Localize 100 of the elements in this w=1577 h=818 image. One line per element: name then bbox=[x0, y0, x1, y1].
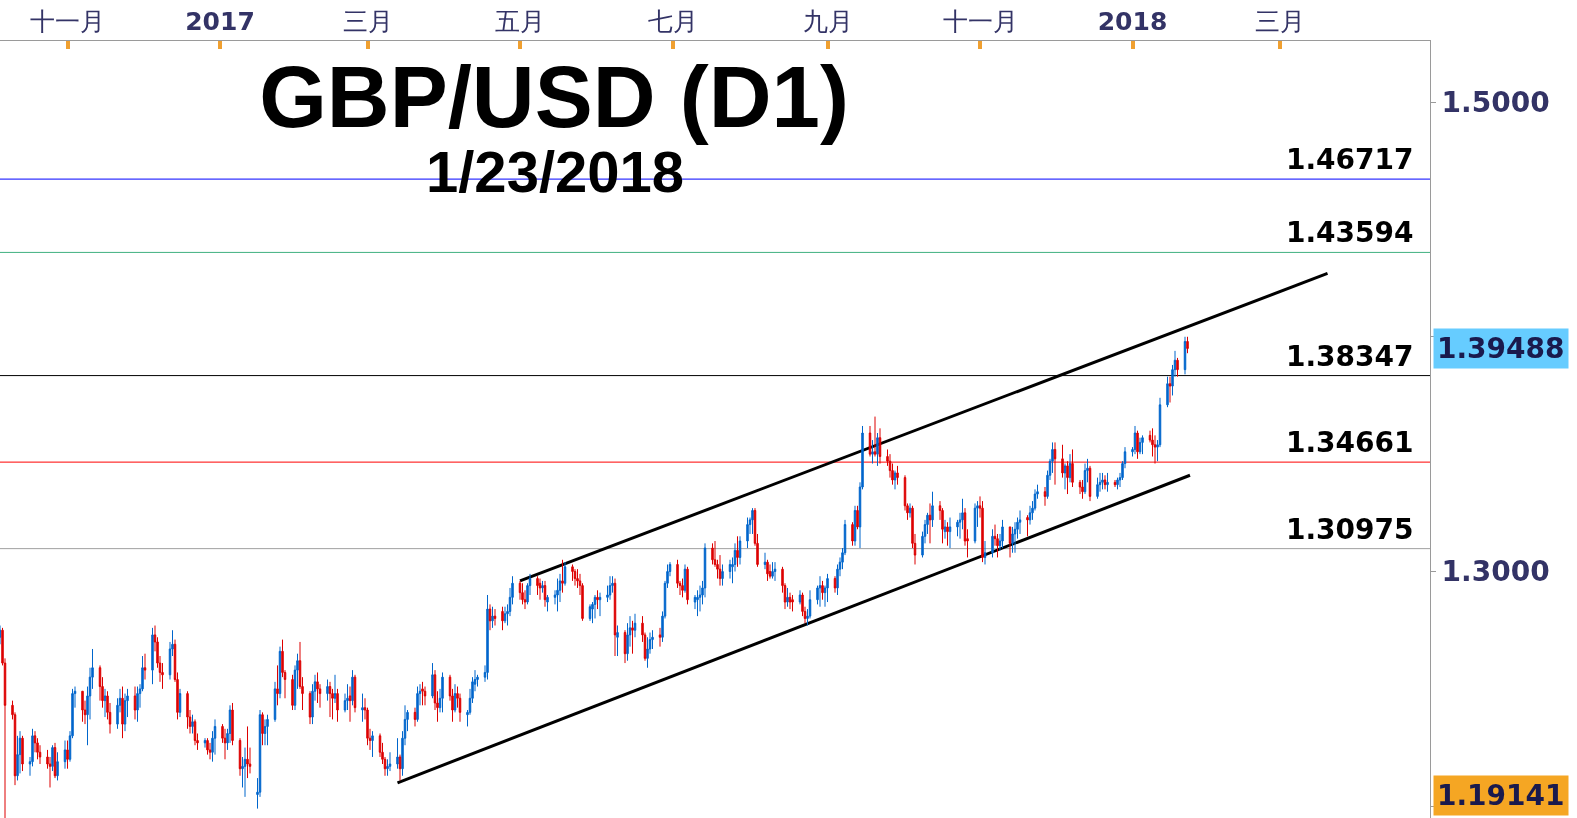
candlestick bbox=[1116, 477, 1119, 490]
x-tick-label: 五月 bbox=[495, 7, 545, 36]
candlestick bbox=[328, 681, 332, 718]
candlestick bbox=[768, 563, 772, 580]
candlestick bbox=[728, 559, 732, 580]
candlestick bbox=[773, 561, 777, 582]
candlestick bbox=[878, 427, 882, 465]
candlestick bbox=[273, 681, 277, 723]
chart-title: GBP/USD (D1) bbox=[259, 48, 849, 146]
candlestick bbox=[1088, 465, 1092, 502]
candlestick bbox=[791, 594, 794, 612]
candlestick bbox=[206, 737, 209, 756]
candlestick bbox=[1061, 444, 1064, 479]
candlestick bbox=[943, 519, 947, 540]
candlestick bbox=[208, 742, 212, 760]
candlestick bbox=[476, 674, 479, 688]
candlestick bbox=[243, 747, 247, 798]
candlestick bbox=[493, 608, 497, 627]
candlestick bbox=[1071, 448, 1074, 488]
candlestick bbox=[541, 580, 544, 594]
candlestick bbox=[538, 578, 542, 601]
ref-line-label: 1.38347 bbox=[1286, 340, 1414, 373]
candlestick bbox=[501, 606, 504, 631]
candlestick bbox=[1166, 376, 1169, 408]
candlestick bbox=[1018, 509, 1022, 535]
candlestick bbox=[683, 563, 687, 594]
x-tick-label: 十一月 bbox=[942, 7, 1018, 36]
candlestick bbox=[1026, 514, 1029, 537]
candlestick bbox=[1028, 505, 1032, 526]
candlestick bbox=[431, 662, 434, 699]
candlestick bbox=[203, 737, 207, 749]
candlestick bbox=[16, 735, 19, 781]
candlestick bbox=[53, 742, 57, 779]
candlestick bbox=[1083, 463, 1087, 495]
candlestick bbox=[746, 517, 749, 549]
candlestick bbox=[413, 707, 417, 727]
candlestick bbox=[608, 575, 612, 601]
candlestick bbox=[278, 646, 282, 699]
candlestick bbox=[613, 578, 617, 657]
candlestick bbox=[763, 552, 767, 570]
candlestick bbox=[946, 521, 949, 547]
candlestick bbox=[766, 559, 769, 582]
candlestick bbox=[698, 585, 702, 612]
candlestick bbox=[631, 620, 634, 655]
candlestick bbox=[316, 671, 319, 704]
candlestick bbox=[798, 589, 802, 605]
candlestick bbox=[718, 554, 722, 587]
candlestick bbox=[561, 559, 564, 594]
candlestick bbox=[1176, 357, 1179, 378]
candlestick bbox=[658, 627, 662, 648]
candlestick bbox=[1078, 479, 1082, 495]
candlestick bbox=[123, 693, 127, 732]
candlestick bbox=[696, 589, 699, 617]
candlestick bbox=[681, 578, 684, 598]
candlestick bbox=[346, 683, 349, 711]
candlestick bbox=[588, 603, 592, 622]
candlestick bbox=[543, 580, 547, 608]
candlestick bbox=[333, 674, 337, 704]
candlestick bbox=[348, 686, 352, 723]
candlestick bbox=[396, 737, 399, 770]
candlestick bbox=[633, 613, 637, 638]
candlestick bbox=[191, 714, 194, 734]
candlestick bbox=[1183, 336, 1187, 375]
candlestick bbox=[151, 627, 154, 685]
candlestick bbox=[1053, 441, 1057, 486]
candlestick bbox=[1043, 486, 1047, 507]
candlestick bbox=[1101, 472, 1104, 490]
candlestick bbox=[771, 561, 774, 580]
text: 1.39488 bbox=[1437, 332, 1565, 365]
candlestick bbox=[1106, 472, 1109, 493]
candlestick bbox=[416, 686, 419, 723]
candlestick bbox=[873, 416, 877, 457]
candlestick bbox=[361, 693, 364, 723]
candlestick bbox=[893, 470, 897, 490]
candlestick bbox=[63, 740, 67, 770]
candlestick bbox=[186, 690, 189, 730]
candlestick bbox=[491, 606, 494, 629]
candlestick bbox=[1068, 453, 1072, 483]
candlestick bbox=[1008, 526, 1012, 558]
candlestick bbox=[931, 491, 934, 528]
candlestick bbox=[276, 664, 279, 706]
candlestick bbox=[593, 594, 597, 619]
x-tick-label: 三月 bbox=[342, 7, 393, 36]
candlestick bbox=[308, 690, 312, 725]
candlestick bbox=[598, 592, 602, 617]
candlestick bbox=[178, 688, 182, 718]
candlestick bbox=[826, 573, 829, 603]
candlestick bbox=[136, 686, 139, 723]
candlestick bbox=[291, 674, 294, 711]
candlestick bbox=[546, 594, 549, 612]
candlestick bbox=[871, 439, 874, 465]
candlestick bbox=[1136, 430, 1139, 460]
candlestick bbox=[738, 535, 742, 565]
candlestick bbox=[788, 592, 792, 610]
x-tick-label: 十一月 bbox=[30, 7, 105, 36]
x-tick-label: 三月 bbox=[1255, 7, 1305, 36]
y-tick-label: 1.5000 bbox=[1441, 85, 1550, 119]
x-tick-label: 2017 bbox=[185, 7, 255, 36]
candlestick bbox=[711, 542, 714, 565]
candlestick bbox=[991, 528, 994, 558]
